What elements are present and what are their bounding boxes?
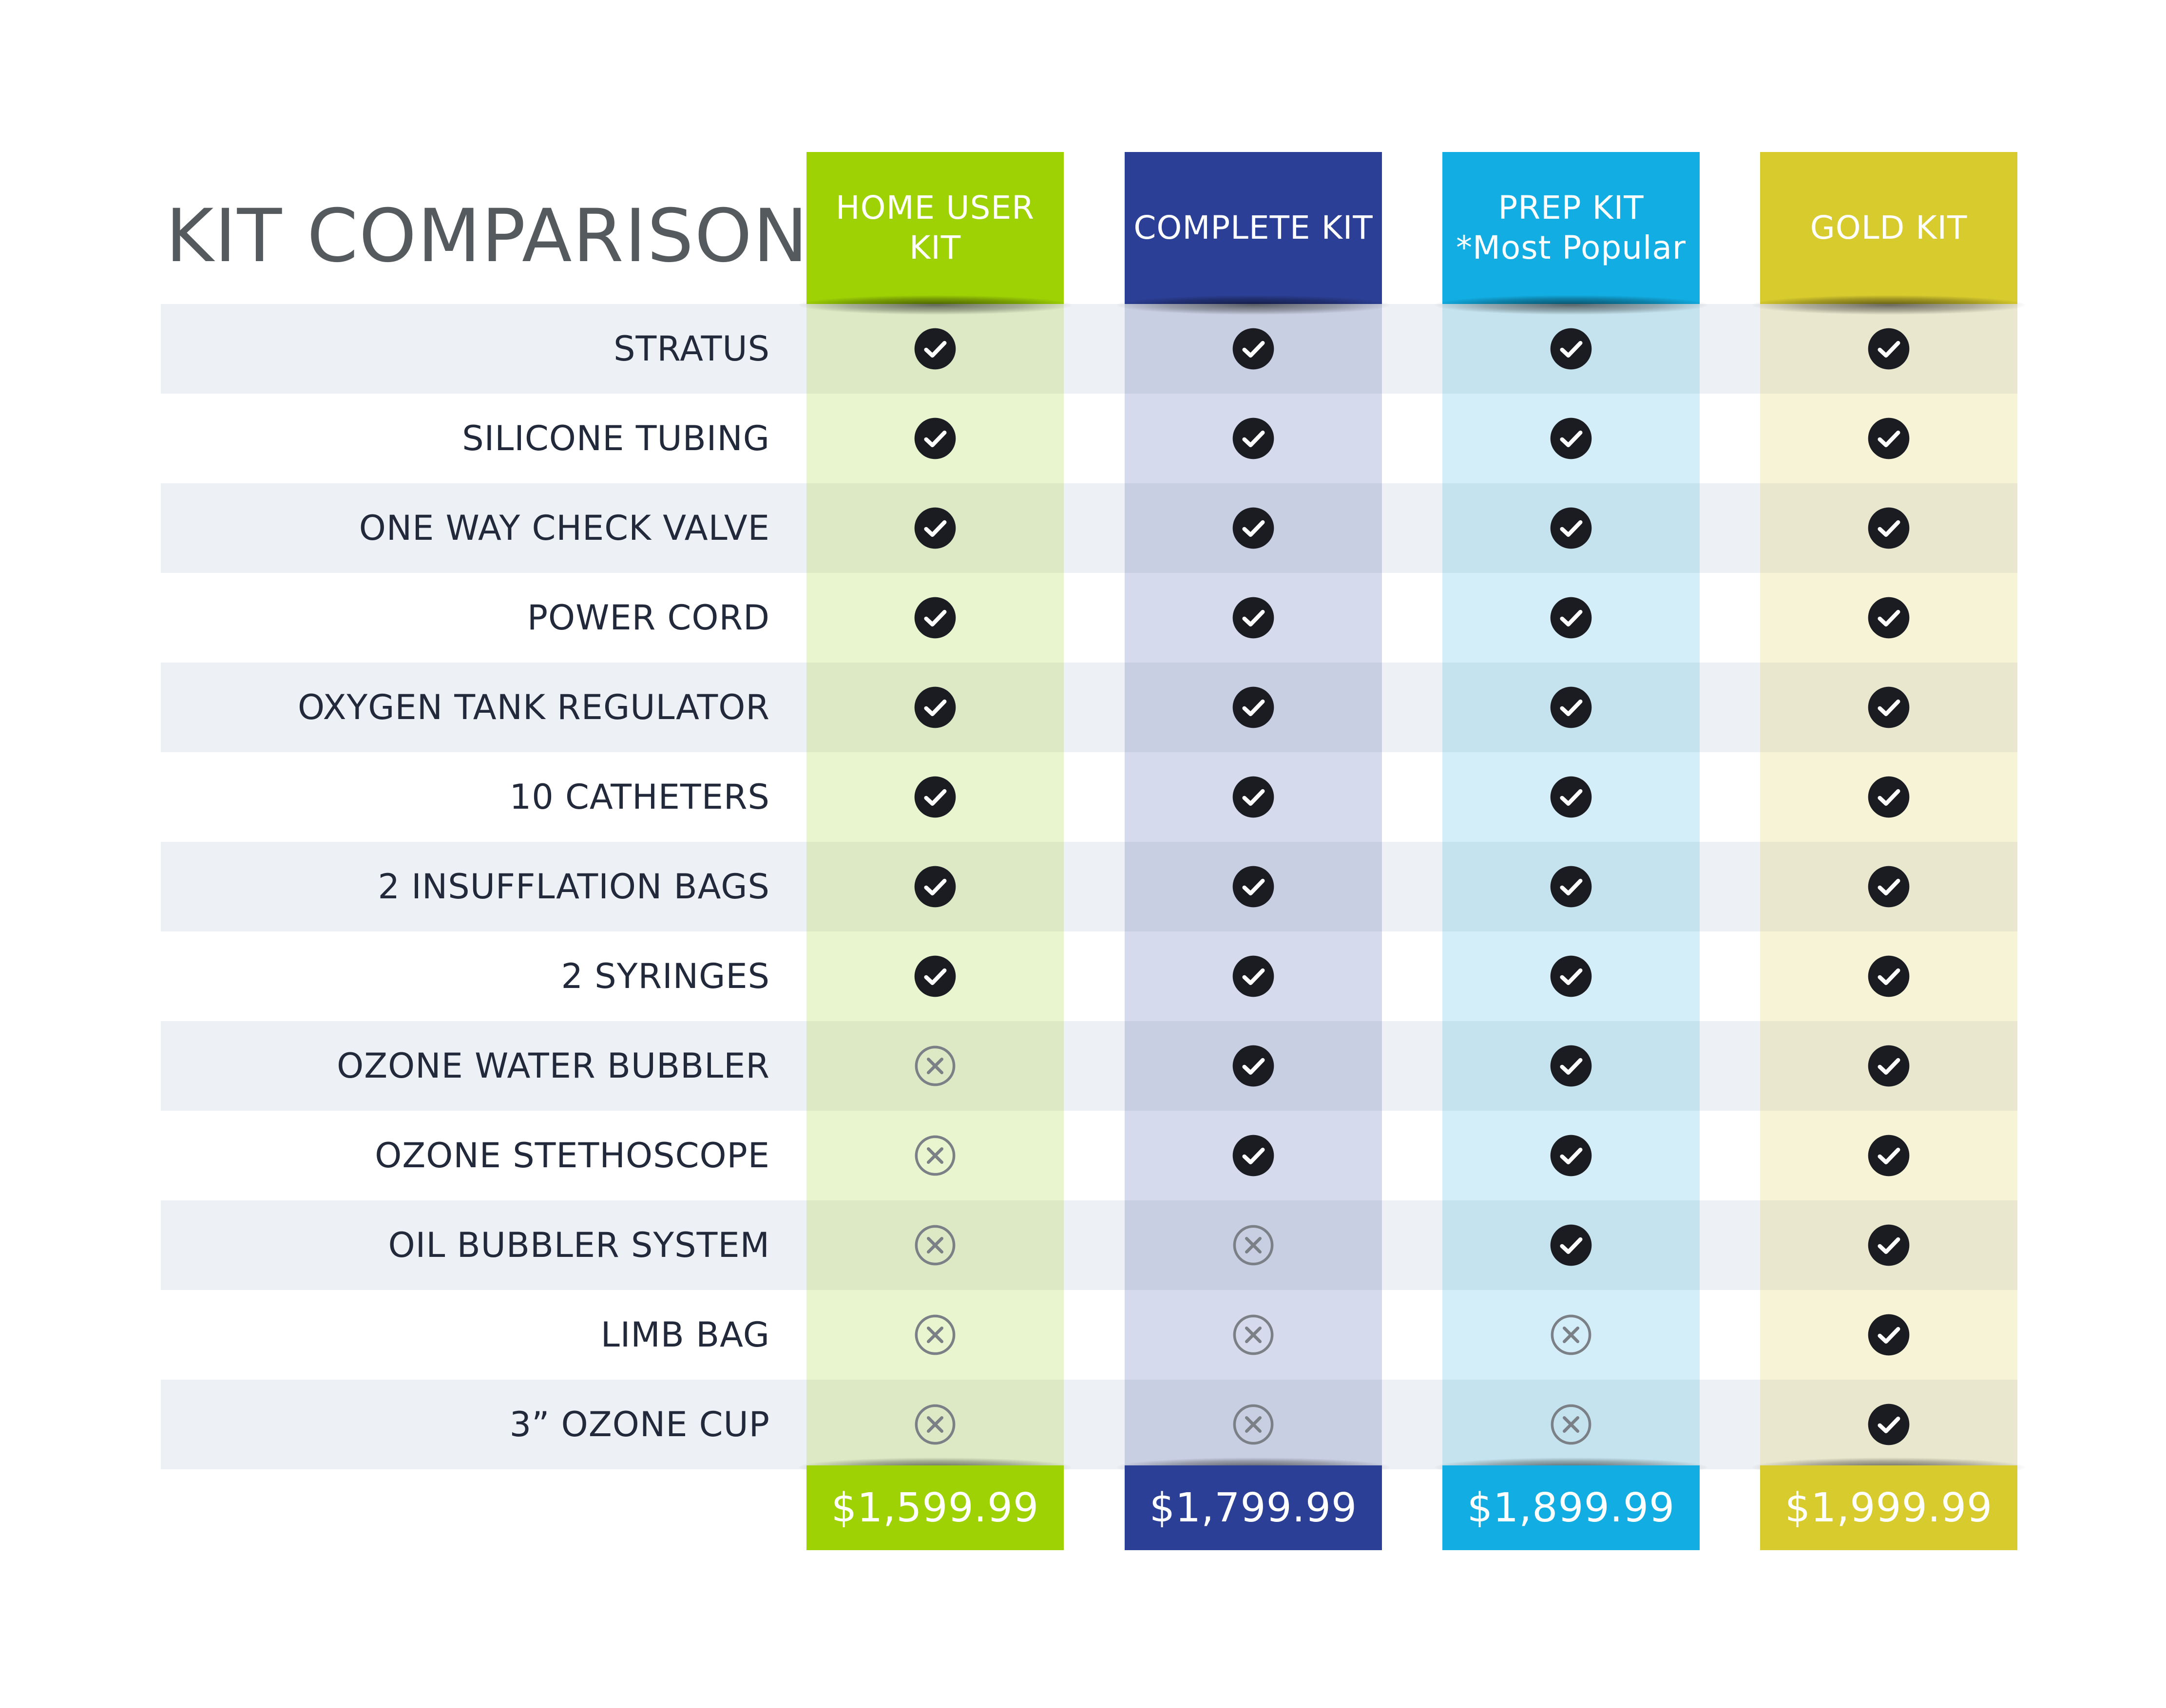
kit-column-body xyxy=(806,304,1064,1469)
x-circle-icon xyxy=(913,1044,958,1088)
check-circle-icon xyxy=(1866,1223,1911,1268)
kit-header-line: PREP KIT xyxy=(1498,189,1644,227)
check-circle-icon xyxy=(1866,595,1911,640)
kit-price: $1,799.99 xyxy=(1125,1465,1382,1550)
feature-label: OIL BUBBLER SYSTEM xyxy=(388,1225,770,1265)
check-circle-icon xyxy=(913,506,958,550)
check-circle-icon xyxy=(1549,1133,1593,1178)
x-circle-icon xyxy=(1231,1312,1276,1357)
check-circle-icon xyxy=(913,775,958,819)
feature-label: OZONE STETHOSCOPE xyxy=(375,1136,770,1176)
row-stripe xyxy=(161,1380,2017,1469)
kit-header: COMPLETE KIT xyxy=(1125,152,1382,304)
check-circle-icon xyxy=(1549,326,1593,371)
kit-header-line: *Most Popular xyxy=(1456,229,1687,266)
check-circle-icon xyxy=(1231,1133,1276,1178)
check-circle-icon xyxy=(1549,954,1593,999)
feature-label: SILICONE TUBING xyxy=(462,418,770,458)
check-circle-icon xyxy=(1231,864,1276,909)
x-circle-icon xyxy=(913,1223,958,1268)
check-circle-icon xyxy=(913,864,958,909)
feature-label: STRATUS xyxy=(613,329,770,369)
check-circle-icon xyxy=(1866,506,1911,550)
x-circle-icon xyxy=(1231,1402,1276,1447)
check-circle-icon xyxy=(1549,506,1593,550)
x-circle-icon xyxy=(913,1402,958,1447)
header-shadow xyxy=(1117,295,1390,315)
check-circle-icon xyxy=(1549,416,1593,461)
x-circle-icon xyxy=(1231,1223,1276,1268)
feature-label: ONE WAY CHECK VALVE xyxy=(359,508,770,548)
x-circle-icon xyxy=(1549,1312,1593,1357)
kit-header-line: HOME USER xyxy=(836,189,1035,227)
page-title: KIT COMPARISON xyxy=(166,194,809,279)
feature-label: OXYGEN TANK REGULATOR xyxy=(297,687,770,727)
kit-header-line: GOLD KIT xyxy=(1810,209,1968,247)
check-circle-icon xyxy=(1866,1044,1911,1088)
check-circle-icon xyxy=(1549,1223,1593,1268)
check-circle-icon xyxy=(1866,775,1911,819)
check-circle-icon xyxy=(1866,416,1911,461)
feature-label: 2 INSUFFLATION BAGS xyxy=(378,867,770,907)
feature-label: 3” OZONE CUP xyxy=(509,1404,770,1444)
check-circle-icon xyxy=(1866,1402,1911,1447)
check-circle-icon xyxy=(1231,954,1276,999)
row-stripe xyxy=(161,304,2017,394)
kit-header-line: KIT xyxy=(909,229,961,266)
check-circle-icon xyxy=(1866,326,1911,371)
check-circle-icon xyxy=(1549,595,1593,640)
x-circle-icon xyxy=(1549,1402,1593,1447)
kit-header: PREP KIT *Most Popular xyxy=(1442,152,1700,304)
check-circle-icon xyxy=(1866,954,1911,999)
check-circle-icon xyxy=(1866,1133,1911,1178)
feature-label: OZONE WATER BUBBLER xyxy=(337,1046,770,1086)
kit-price: $1,899.99 xyxy=(1442,1465,1700,1550)
check-circle-icon xyxy=(913,685,958,730)
check-circle-icon xyxy=(1549,1044,1593,1088)
check-circle-icon xyxy=(913,326,958,371)
kit-header: HOME USER KIT xyxy=(806,152,1064,304)
check-circle-icon xyxy=(1231,326,1276,371)
check-circle-icon xyxy=(1866,864,1911,909)
x-circle-icon xyxy=(913,1133,958,1178)
header-shadow xyxy=(1752,295,2025,315)
check-circle-icon xyxy=(1231,416,1276,461)
kit-header: GOLD KIT xyxy=(1760,152,2017,304)
feature-label: 10 CATHETERS xyxy=(509,777,770,817)
check-circle-icon xyxy=(913,954,958,999)
kit-price: $1,999.99 xyxy=(1760,1465,2017,1550)
kit-price: $1,599.99 xyxy=(806,1465,1064,1550)
kit-header-line: COMPLETE KIT xyxy=(1133,209,1373,247)
check-circle-icon xyxy=(1549,685,1593,730)
check-circle-icon xyxy=(1231,685,1276,730)
feature-label: LIMB BAG xyxy=(600,1315,770,1355)
check-circle-icon xyxy=(1866,685,1911,730)
row-stripe xyxy=(161,483,2017,573)
x-circle-icon xyxy=(913,1312,958,1357)
row-stripe xyxy=(161,1200,2017,1290)
check-circle-icon xyxy=(1231,775,1276,819)
header-shadow xyxy=(799,295,1072,315)
check-circle-icon xyxy=(913,416,958,461)
row-stripe xyxy=(161,663,2017,752)
feature-label: 2 SYRINGES xyxy=(561,956,770,996)
row-stripe xyxy=(161,842,2017,931)
check-circle-icon xyxy=(1231,1044,1276,1088)
kit-column-body xyxy=(1442,304,1700,1469)
kit-column-body xyxy=(1125,304,1382,1469)
feature-label: POWER CORD xyxy=(527,598,770,638)
check-circle-icon xyxy=(1549,775,1593,819)
check-circle-icon xyxy=(1866,1312,1911,1357)
check-circle-icon xyxy=(1231,595,1276,640)
check-circle-icon xyxy=(1549,864,1593,909)
header-shadow xyxy=(1435,295,1707,315)
row-stripe xyxy=(161,1021,2017,1111)
check-circle-icon xyxy=(1231,506,1276,550)
check-circle-icon xyxy=(913,595,958,640)
